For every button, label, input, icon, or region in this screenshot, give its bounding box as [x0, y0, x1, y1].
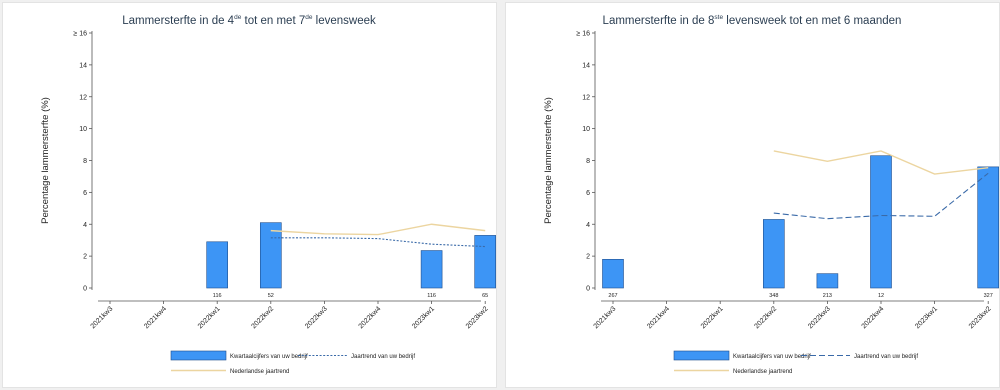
y-axis-title: Percentage lammersterfte (%): [40, 97, 51, 224]
bar: [870, 155, 892, 289]
x-tick-label: 2021kw4: [143, 305, 168, 330]
bar-n-label: 52: [268, 293, 274, 299]
national-trend-line: [270, 223, 486, 236]
x-tick-label: 2022kw4: [861, 305, 886, 330]
legend-label-national-trend: Nederlandse jaartrend: [733, 369, 792, 375]
bar-n-label: 116: [213, 293, 222, 299]
legend-label-bars: Kwartaalcijfers van uw bedrijf: [230, 354, 308, 360]
y-tick-label: 4: [586, 222, 590, 229]
farm-trend-line: [773, 172, 989, 220]
title-part: levensweek: [312, 15, 376, 27]
x-tick-label: 2023kw2: [465, 305, 490, 330]
y-tick-label: 2: [83, 254, 87, 261]
y-tick-label: 8: [586, 158, 590, 165]
chart-title: Lammersterfte in de 8ste levensweek tot …: [603, 14, 902, 27]
legend-swatch-bars: [170, 350, 227, 361]
y-tick-label: 2: [586, 254, 590, 261]
bar: [420, 250, 443, 289]
x-tick-label: 2022kw2: [250, 305, 275, 330]
bar-n-label: 348: [769, 293, 778, 299]
x-tick-label: 2022kw2: [753, 305, 778, 330]
farm-trend-line: [270, 237, 486, 248]
chart-title: Lammersterfte in de 4de tot en met 7de l…: [122, 14, 376, 27]
y-tick-label: 6: [586, 190, 590, 197]
legend-label-bars: Kwartaalcijfers van uw bedrijf: [733, 354, 811, 360]
bar-n-label: 327: [984, 293, 993, 299]
y-tick-label: 10: [582, 126, 590, 133]
x-tick-label: 2023kw1: [411, 305, 436, 330]
legend-swatch-bars: [673, 350, 730, 361]
y-tick-label: 10: [79, 126, 87, 133]
y-tick-label: 14: [582, 62, 590, 69]
bar: [602, 259, 624, 289]
y-tick-label: 0: [586, 286, 590, 293]
chart-left-svg: Lammersterfte in de 4de tot en met 7de l…: [40, 14, 496, 375]
x-tick-label: 2022kw4: [358, 305, 383, 330]
bar: [206, 241, 228, 289]
legend-label-national-trend: Nederlandse jaartrend: [230, 369, 289, 375]
bar: [816, 273, 839, 289]
bar: [474, 235, 496, 289]
bar: [259, 222, 282, 289]
bar-n-label: 116: [427, 293, 436, 299]
y-tick-label: 0: [83, 286, 87, 293]
bar-n-label: 12: [878, 293, 884, 299]
x-tick-label: 2022kw3: [807, 305, 832, 330]
title-part: Lammersterfte in de 4: [122, 15, 234, 27]
x-tick-label: 2022kw1: [197, 305, 222, 330]
title-part: Lammersterfte in de 8: [603, 15, 715, 27]
y-tick-label: ≥ 16: [73, 31, 87, 38]
legend-label-farm-trend: Jaartrend van uw bedrijf: [854, 354, 918, 360]
x-tick-label: 2022kw3: [304, 305, 329, 330]
legend-label-farm-trend: Jaartrend van uw bedrijf: [351, 354, 415, 360]
x-tick-label: 2022kw1: [700, 305, 725, 330]
title-superscript: ste: [714, 14, 723, 21]
x-tick-label: 2023kw1: [914, 305, 939, 330]
x-tick-label: 2023kw2: [968, 305, 993, 330]
chart-panel-right: Lammersterfte in de 8ste levensweek tot …: [505, 2, 1000, 388]
chart-right-svg: Lammersterfte in de 8ste levensweek tot …: [543, 14, 999, 375]
x-tick-label: 2021kw3: [90, 305, 115, 330]
title-part: tot en met 7: [241, 15, 305, 27]
bar: [762, 219, 785, 289]
national-trend-line: [773, 150, 989, 175]
bar: [977, 166, 999, 289]
bar-n-label: 65: [482, 293, 488, 299]
title-superscript: de: [305, 14, 313, 21]
bar-n-label: 267: [608, 293, 617, 299]
x-tick-label: 2021kw4: [646, 305, 671, 330]
y-tick-label: 6: [83, 190, 87, 197]
bar-n-label: 213: [823, 293, 832, 299]
x-tick-label: 2021kw3: [593, 305, 618, 330]
title-part: levensweek tot en met 6 maanden: [723, 15, 901, 27]
y-tick-label: 14: [79, 62, 87, 69]
y-tick-label: 12: [582, 94, 590, 101]
legend: Kwartaalcijfers van uw bedrijf Jaartrend …: [170, 350, 415, 375]
chart-panel-left: Lammersterfte in de 4de tot en met 7de l…: [2, 2, 497, 388]
y-tick-label: ≥ 16: [576, 31, 590, 38]
title-superscript: de: [234, 14, 242, 21]
legend: Kwartaalcijfers van uw bedrijf Jaartrend …: [673, 350, 918, 375]
y-tick-label: 4: [83, 222, 87, 229]
y-tick-label: 8: [83, 158, 87, 165]
y-axis-title: Percentage lammersterfte (%): [543, 97, 554, 224]
y-tick-label: 12: [79, 94, 87, 101]
